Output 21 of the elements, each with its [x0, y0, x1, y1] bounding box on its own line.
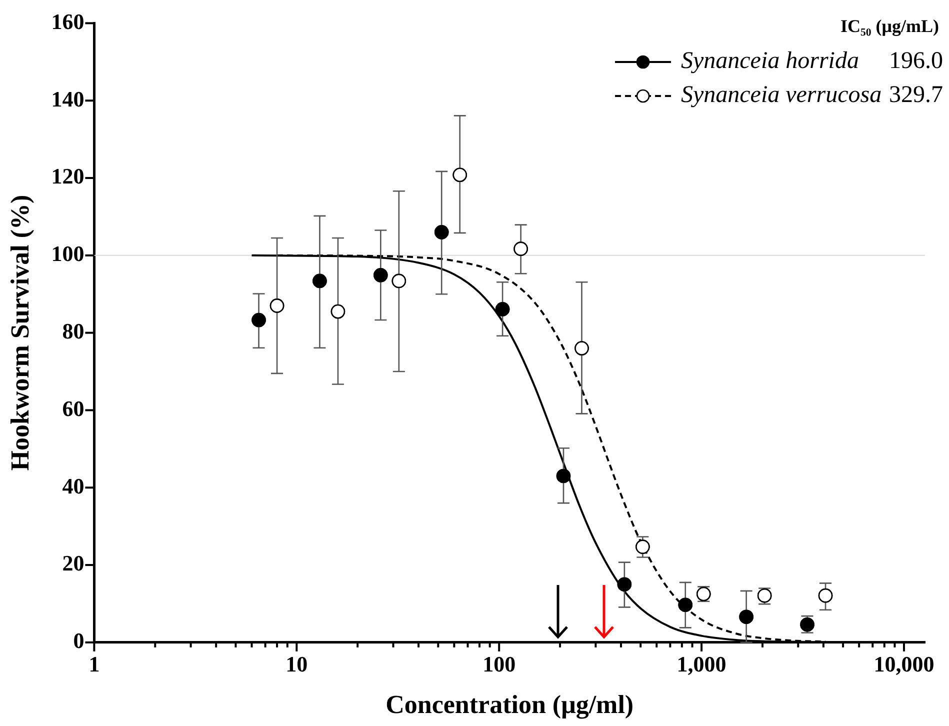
legend-label: Synanceia horrida — [681, 48, 860, 75]
y-tick-label: 40 — [62, 473, 84, 498]
y-tick-label: 120 — [51, 164, 84, 189]
x-tick-label: 1 — [88, 651, 100, 676]
y-tick-label: 60 — [62, 396, 84, 421]
x-tick-label: 10,000 — [874, 651, 934, 676]
x-tick-label: 1,000 — [676, 651, 726, 676]
annotation: 329.7 — [889, 82, 943, 109]
legend-title: IC₅₀ (μg/mL) — [840, 16, 939, 37]
y-tick-label: 140 — [51, 86, 84, 112]
y-tick-label: 80 — [62, 318, 84, 344]
y-axis-title: Hookworm Survival (%) — [5, 194, 34, 471]
y-tick-label: 20 — [62, 550, 84, 576]
annotation: 196.0 — [889, 48, 943, 75]
legend-label: Synanceia verrucosa — [681, 82, 883, 109]
y-tick-label: 100 — [51, 241, 84, 266]
x-tick-label: 10 — [286, 651, 308, 676]
y-tick-label: 160 — [51, 8, 84, 34]
x-axis-title: Concentration (μg/ml) — [386, 690, 634, 720]
y-tick-label: 0 — [73, 628, 84, 654]
x-tick-label: 100 — [482, 651, 516, 676]
